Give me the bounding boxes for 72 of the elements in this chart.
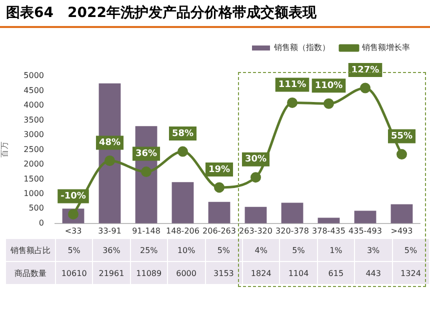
data-label: 48% — [98, 138, 121, 148]
data-label: -10% — [60, 192, 86, 202]
data-label: 30% — [244, 154, 267, 165]
x-tick-label: 263-320 — [239, 226, 272, 236]
text: 1% — [318, 239, 356, 261]
text: 商品数量 — [6, 262, 56, 284]
text: 5% — [206, 239, 243, 261]
text: 615 — [318, 262, 356, 284]
y-tick-label: 0 — [38, 218, 44, 228]
text: 6000 — [168, 262, 206, 284]
y-tick-label: 4500 — [24, 86, 44, 95]
text: 1104 — [280, 262, 318, 284]
text: 3% — [355, 239, 393, 261]
x-tick-label: 206-263 — [202, 226, 236, 236]
bar — [172, 182, 194, 224]
point — [396, 149, 407, 160]
bar — [281, 202, 304, 224]
legend-label: 销售额（指数） — [273, 43, 330, 52]
data-label: 55% — [390, 132, 413, 142]
x-tick-label: 435-493 — [348, 226, 382, 236]
text: 21961 — [93, 262, 131, 284]
x-tick-label: <33 — [64, 226, 82, 236]
text: 11089 — [130, 262, 168, 284]
y-tick-label: 1500 — [24, 174, 44, 184]
y-tick-label: 2000 — [24, 160, 44, 169]
x-tick-label: >493 — [390, 226, 413, 236]
point — [287, 97, 298, 108]
y-tick-label: 5000 — [24, 71, 44, 80]
chart-title: 图表64 2022年洗护发产品分价格带成交额表现 — [0, 0, 430, 28]
x-tick-label: 320-378 — [276, 226, 309, 236]
data-label: 111% — [278, 80, 306, 90]
data-label: 110% — [314, 80, 343, 91]
data-label: 58% — [172, 128, 194, 139]
bar — [244, 206, 267, 224]
legend-label: 销售额增长率 — [361, 43, 410, 52]
point — [250, 172, 261, 183]
point — [141, 166, 152, 178]
point — [360, 82, 370, 94]
bar — [208, 202, 230, 224]
y-tick-label: 2500 — [24, 144, 44, 154]
point — [214, 182, 224, 193]
text: 1324 — [392, 262, 430, 284]
y-tick-label: 3500 — [24, 115, 44, 124]
text: 25% — [130, 239, 168, 261]
data-label: 127% — [351, 65, 380, 76]
bar — [354, 210, 376, 224]
bar — [390, 204, 413, 224]
text: 10610 — [56, 262, 94, 284]
text: 5% — [56, 239, 94, 261]
x-tick-label: 378-435 — [312, 226, 346, 236]
y-tick-label: 3000 — [24, 130, 44, 140]
y-tick-label: 4000 — [24, 100, 44, 110]
point — [104, 156, 115, 166]
text: 销售额占比 — [6, 239, 56, 261]
text: 10% — [168, 239, 206, 261]
x-tick-label: 33-91 — [98, 226, 122, 236]
text: 3153 — [206, 262, 243, 284]
text: 5% — [392, 239, 430, 261]
point — [324, 98, 334, 109]
text: 1824 — [242, 262, 280, 284]
text: 5% — [280, 239, 318, 261]
y-tick-label: 500 — [28, 204, 44, 213]
text: 443 — [355, 262, 393, 284]
y-axis-title: 百万 — [0, 142, 9, 158]
point — [178, 146, 188, 157]
text: 4% — [242, 239, 280, 261]
text: 36% — [93, 239, 131, 261]
x-tick-label: 148-206 — [166, 226, 200, 236]
y-tick-label: 1000 — [24, 189, 44, 198]
data-label: 36% — [135, 149, 158, 160]
data-label: 19% — [208, 164, 230, 175]
x-tick-label: 91-148 — [132, 226, 160, 236]
